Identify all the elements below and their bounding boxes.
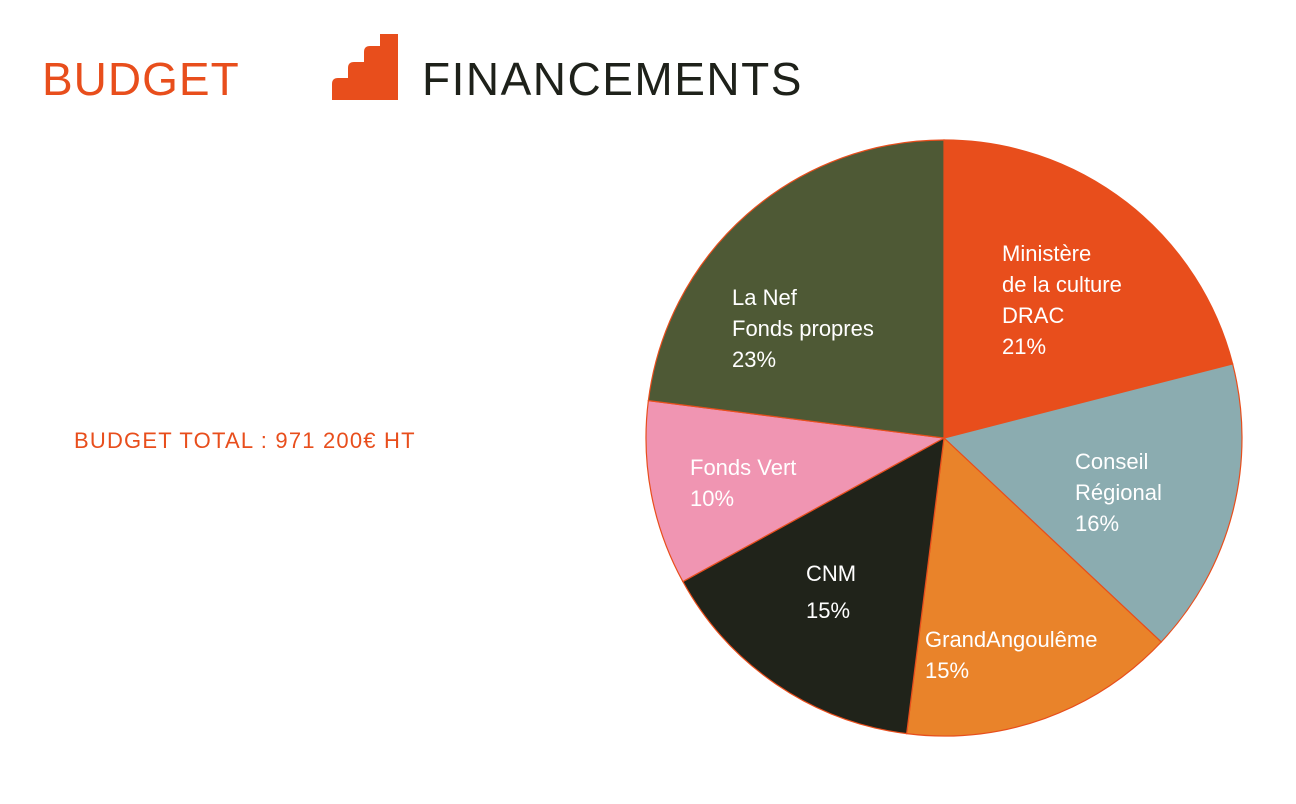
slice-value: 10% xyxy=(690,486,735,511)
slice-label-line: Régional xyxy=(1075,480,1162,505)
slice-label: Conseil Régional 16% xyxy=(1075,446,1162,539)
slice-label-line: CNM xyxy=(806,561,857,586)
slice-label: GrandAngoulême 15% xyxy=(925,624,1097,686)
slice-value: 15% xyxy=(925,658,970,683)
slice-label-line: Conseil xyxy=(1075,449,1149,474)
slice-value: 16% xyxy=(1075,511,1120,536)
pie-slice xyxy=(647,139,945,439)
title-financements: FINANCEMENTS xyxy=(422,53,803,105)
slice-label: Fonds Vert 10% xyxy=(690,452,796,514)
slice-label-line: Fonds Vert xyxy=(690,455,797,480)
slice-value: 23% xyxy=(732,347,777,372)
pie-slice xyxy=(942,363,1243,643)
slice-label: CNM 15% xyxy=(806,558,856,626)
budget-total: BUDGET TOTAL : 971 200€ HT xyxy=(74,428,416,453)
stepped-bars-icon xyxy=(332,34,398,100)
slice-label-line: Ministère xyxy=(1002,241,1092,266)
slice-label-line: de la culture xyxy=(1002,272,1122,297)
slice-label-line: DRAC xyxy=(1002,303,1065,328)
pie-slice xyxy=(943,139,1234,439)
slice-value: 21% xyxy=(1002,334,1047,359)
pie-slice xyxy=(645,399,946,583)
slice-label-line: Fonds propres xyxy=(732,316,874,341)
pie-slice xyxy=(682,436,945,735)
slice-label-line: La Nef xyxy=(732,285,797,310)
slice-label: Ministère de la culture DRAC 21% xyxy=(1002,238,1122,362)
slice-value: 15% xyxy=(806,598,851,623)
slice-label-line: GrandAngoulême xyxy=(925,627,1098,652)
pie-slice xyxy=(905,436,1163,737)
slice-label: La Nef Fonds propres 23% xyxy=(732,282,874,375)
title-budget: BUDGET xyxy=(42,53,240,105)
